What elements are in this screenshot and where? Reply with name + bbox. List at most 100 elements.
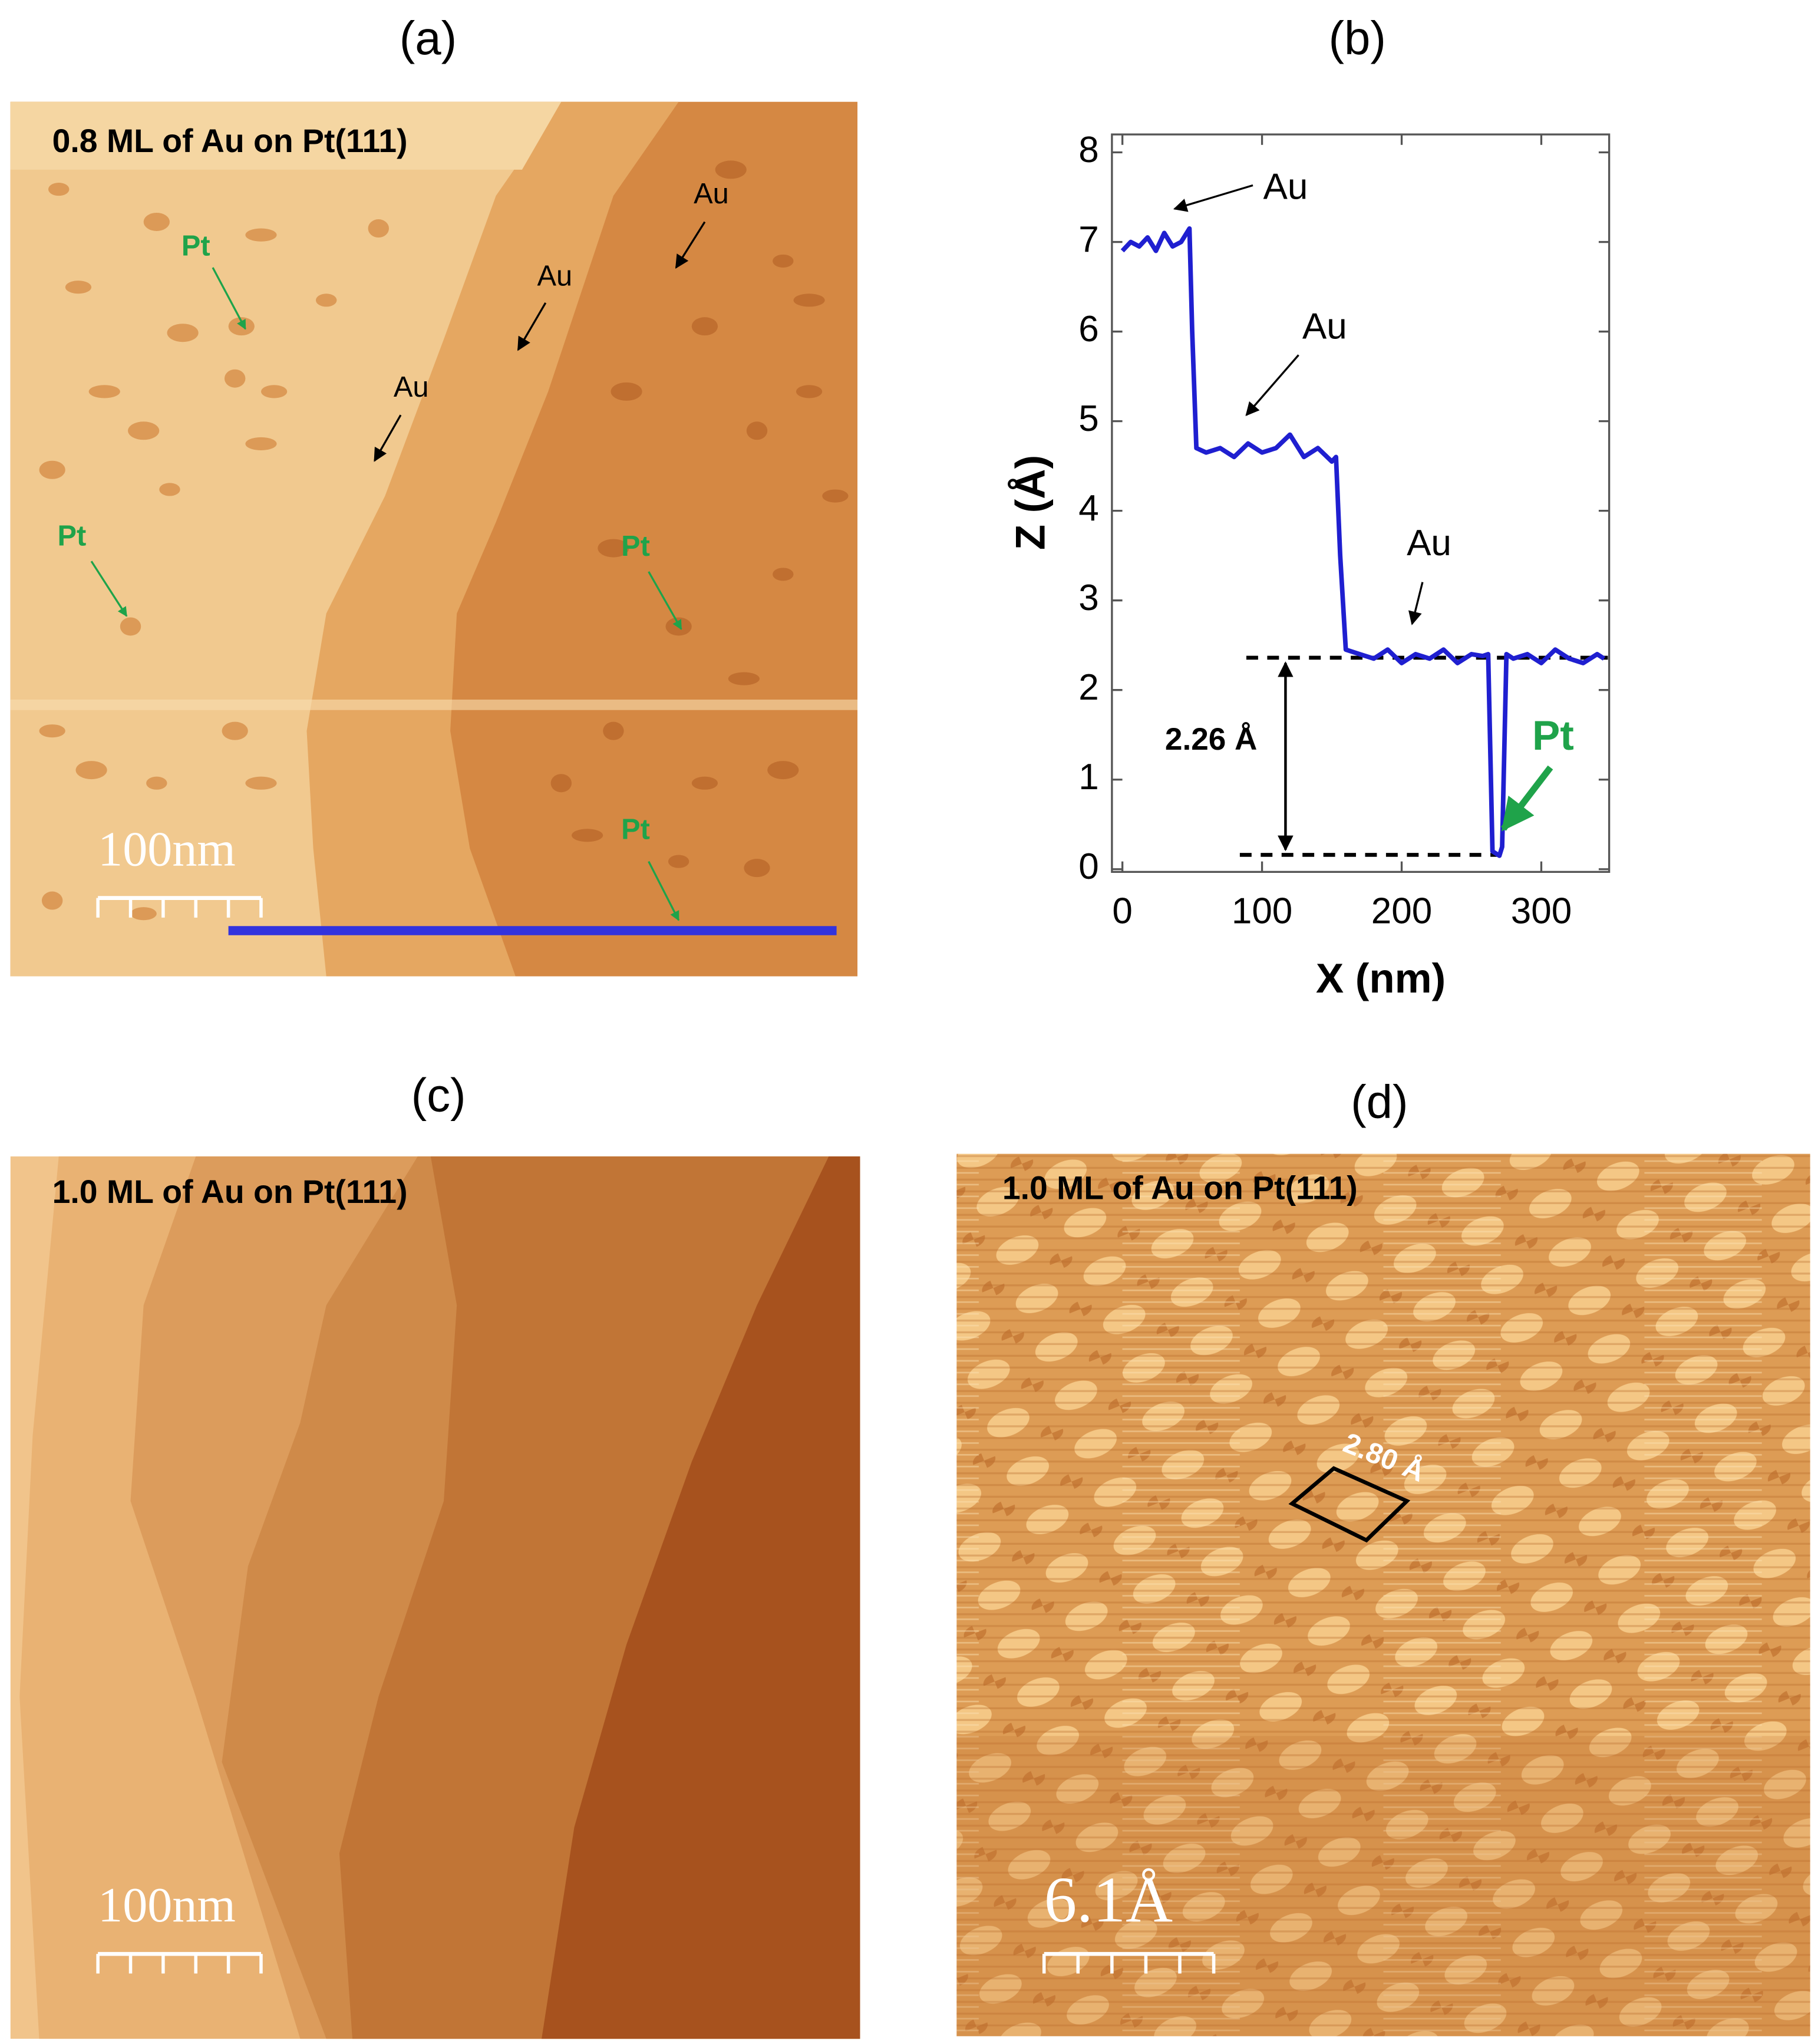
pt-island bbox=[39, 724, 65, 738]
chart-annotation: Pt bbox=[1532, 713, 1574, 759]
panel-label: (d) bbox=[1351, 1076, 1408, 1128]
y-tick-label: 2 bbox=[1078, 667, 1098, 708]
pt-island bbox=[746, 421, 768, 440]
pt-island bbox=[130, 907, 157, 921]
scale-bar-label: 100nm bbox=[98, 1878, 236, 1933]
pt-island bbox=[48, 183, 70, 196]
pt-island bbox=[159, 483, 180, 496]
pt-island bbox=[167, 324, 199, 342]
terrace bbox=[542, 1156, 860, 2039]
pt-island bbox=[691, 776, 718, 790]
pt-island bbox=[793, 294, 825, 307]
scale-bar-label: 6.1Å bbox=[1044, 1863, 1173, 1936]
plot-frame bbox=[1111, 133, 1611, 873]
image-label: Pt bbox=[621, 814, 650, 846]
pt-island bbox=[245, 776, 277, 790]
chart-annotation: Au bbox=[1407, 523, 1451, 563]
pt-island bbox=[143, 212, 170, 231]
y-tick-label: 4 bbox=[1078, 488, 1098, 529]
y-tick-label: 3 bbox=[1078, 578, 1098, 618]
image-label: Pt bbox=[182, 230, 210, 262]
y-tick-label: 1 bbox=[1078, 757, 1098, 797]
pt-island bbox=[550, 774, 572, 793]
terrace bbox=[10, 101, 562, 977]
scale-bar-label: 100nm bbox=[98, 822, 236, 876]
chart-annotation: Au bbox=[1302, 306, 1347, 347]
image-caption: 0.8 ML of Au on Pt(111) bbox=[52, 123, 408, 159]
pt-island bbox=[245, 228, 277, 242]
pt-island bbox=[822, 489, 849, 503]
panel-label: (a) bbox=[400, 12, 457, 64]
label-arrow bbox=[517, 302, 547, 351]
image-label: Au bbox=[694, 178, 729, 210]
y-tick-label: 5 bbox=[1078, 398, 1098, 439]
unit-cell bbox=[1288, 1466, 1411, 1543]
label-arrow bbox=[648, 861, 680, 921]
pt-island bbox=[41, 891, 63, 910]
x-tick-label: 100 bbox=[1232, 891, 1292, 932]
pt-island bbox=[146, 776, 167, 790]
pt-island bbox=[665, 617, 692, 636]
scan-noise bbox=[956, 1153, 1810, 2036]
pt-island bbox=[128, 421, 160, 440]
pt-island bbox=[598, 539, 629, 558]
pt-island bbox=[572, 829, 603, 842]
pt-island bbox=[744, 859, 770, 878]
annotation-arrow bbox=[1245, 354, 1299, 416]
y-tick-label: 7 bbox=[1078, 219, 1098, 260]
annotation-arrow bbox=[1408, 582, 1424, 625]
pt-island bbox=[88, 385, 120, 398]
panel-label: (c) bbox=[411, 1069, 466, 1122]
x-tick-label: 200 bbox=[1371, 891, 1432, 932]
chart-annotation: Au bbox=[1263, 166, 1308, 207]
pt-island bbox=[39, 460, 65, 479]
pt-island bbox=[245, 437, 277, 451]
pt-island bbox=[773, 568, 794, 581]
image-label: Au bbox=[394, 371, 429, 403]
image-caption: 1.0 ML of Au on Pt(111) bbox=[1002, 1169, 1358, 1206]
x-axis-title: X (nm) bbox=[1316, 955, 1446, 1002]
pt-island bbox=[222, 721, 248, 740]
image-label: Pt bbox=[621, 530, 650, 562]
scan-noise bbox=[956, 1736, 1810, 2036]
pt-island bbox=[75, 761, 107, 780]
pt-island bbox=[796, 385, 823, 398]
pt-island bbox=[611, 382, 642, 401]
label-arrow bbox=[374, 414, 402, 462]
pt-island bbox=[715, 160, 747, 179]
terrace bbox=[10, 101, 562, 170]
pt-island bbox=[691, 317, 718, 336]
panel-label: (b) bbox=[1328, 12, 1385, 64]
pt-island bbox=[65, 281, 92, 294]
y-axis-title: Z (Å) bbox=[1008, 455, 1054, 550]
pt-island bbox=[668, 855, 689, 868]
scan-line bbox=[10, 700, 858, 710]
annotation-arrow bbox=[1173, 184, 1253, 212]
x-tick-label: 300 bbox=[1511, 891, 1572, 932]
image-label: Pt bbox=[58, 520, 87, 552]
pt-island bbox=[767, 761, 799, 780]
annotation-arrow bbox=[1500, 765, 1553, 832]
pt-island bbox=[120, 617, 141, 636]
image-caption: 1.0 ML of Au on Pt(111) bbox=[52, 1173, 408, 1210]
label-arrow bbox=[212, 267, 246, 330]
profile-line bbox=[1120, 226, 1606, 858]
pt-island bbox=[603, 721, 624, 740]
pt-island bbox=[224, 369, 246, 388]
y-tick-label: 0 bbox=[1078, 846, 1098, 887]
label-arrow bbox=[675, 221, 706, 269]
pt-island bbox=[728, 672, 760, 685]
label-arrow bbox=[648, 571, 682, 630]
label-arrow bbox=[90, 561, 128, 617]
step-label: 2.26 Å bbox=[1165, 721, 1258, 757]
pt-island bbox=[368, 219, 389, 238]
pt-island bbox=[773, 254, 794, 268]
image-label: Au bbox=[537, 261, 572, 292]
x-tick-label: 0 bbox=[1112, 891, 1132, 932]
y-tick-label: 6 bbox=[1078, 309, 1098, 350]
y-tick-label: 8 bbox=[1078, 130, 1098, 170]
pt-island bbox=[315, 294, 337, 307]
pt-island bbox=[260, 385, 288, 398]
